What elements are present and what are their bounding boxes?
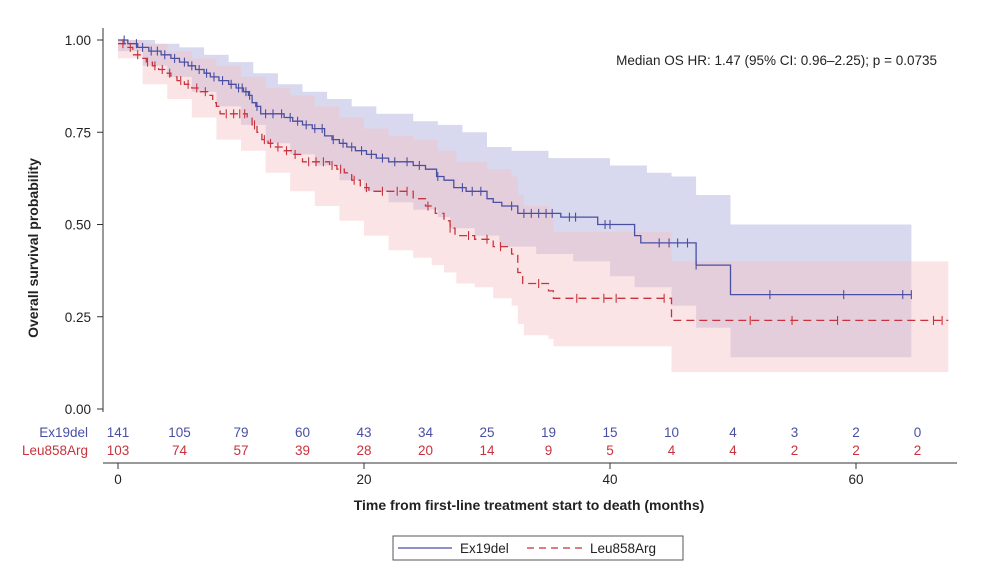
x-tick-label: 0 <box>114 472 122 487</box>
risk-table-count: 103 <box>107 443 130 458</box>
risk-table-count: 60 <box>295 425 310 440</box>
risk-table-count: 141 <box>107 425 130 440</box>
x-axis-title: Time from first-line treatment start to … <box>354 497 705 513</box>
confidence-bands <box>118 40 949 373</box>
risk-table-count: 4 <box>729 443 737 458</box>
legend-label-leu858arg: Leu858Arg <box>590 541 656 556</box>
risk-table-count: 105 <box>168 425 191 440</box>
risk-table-count: 2 <box>791 443 799 458</box>
confidence-band-ex19del <box>118 40 912 358</box>
censor-marks <box>122 35 943 325</box>
legend-label-ex19del: Ex19del <box>460 541 509 556</box>
legend: Ex19del Leu858Arg <box>392 535 684 561</box>
risk-table-count: 25 <box>479 425 494 440</box>
axes <box>102 28 957 464</box>
risk-table-count: 34 <box>418 425 434 440</box>
x-tick-label: 20 <box>356 472 371 487</box>
risk-table-count: 5 <box>606 443 614 458</box>
y-tick-label: 0.50 <box>65 218 91 233</box>
y-tick-label: 0.00 <box>65 402 91 417</box>
risk-table-count: 19 <box>541 425 556 440</box>
y-ticks: 0.00 0.25 0.50 0.75 1.00 <box>65 33 103 417</box>
x-ticks: 0 20 40 60 <box>114 463 864 487</box>
y-tick-label: 0.75 <box>65 125 91 140</box>
survival-curve-leu858arg <box>118 43 949 322</box>
risk-table-count: 57 <box>233 443 248 458</box>
risk-table-count: 4 <box>729 425 737 440</box>
x-tick-label: 60 <box>848 472 863 487</box>
risk-table-count: 15 <box>602 425 617 440</box>
x-tick-label: 40 <box>602 472 617 487</box>
survival-curve-ex19del <box>118 39 912 296</box>
risk-table-count: 74 <box>172 443 188 458</box>
risk-table-count: 2 <box>852 443 860 458</box>
risk-table-count: 10 <box>664 425 679 440</box>
risk-table-count: 0 <box>914 425 922 440</box>
y-tick-label: 1.00 <box>65 33 91 48</box>
risk-table-count: 43 <box>356 425 371 440</box>
risk-table-count: 28 <box>356 443 371 458</box>
hazard-ratio-annotation: Median OS HR: 1.47 (95% CI: 0.96–2.25); … <box>616 53 937 68</box>
y-axis-title: Overall survival probability <box>25 158 41 338</box>
risk-table-count: 2 <box>852 425 860 440</box>
risk-table-count: 9 <box>545 443 553 458</box>
risk-table-count: 20 <box>418 443 433 458</box>
risk-table-row-label: Leu858Arg <box>22 443 88 458</box>
y-tick-label: 0.25 <box>65 310 91 325</box>
risk-table-count: 39 <box>295 443 310 458</box>
risk-table-count: 4 <box>668 443 676 458</box>
survival-curves <box>118 39 949 322</box>
risk-table-count: 2 <box>914 443 922 458</box>
confidence-band-leu858arg <box>118 40 949 373</box>
risk-table-count: 79 <box>233 425 248 440</box>
risk-table-count: 14 <box>479 443 495 458</box>
risk-table-row-label: Ex19del <box>39 425 88 440</box>
risk-table-count: 3 <box>791 425 799 440</box>
risk-table: Ex19del 141 105 79 60 43 34 25 19 15 10 4 3 2 0Leu858A… <box>22 425 921 458</box>
